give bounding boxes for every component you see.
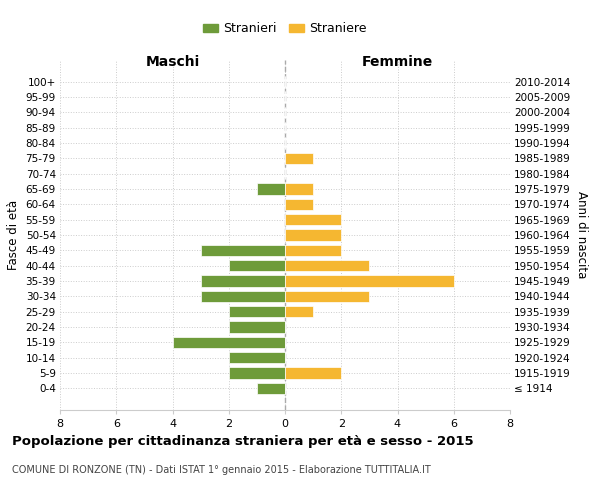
Bar	[200, 290, 285, 302]
Bar	[229, 352, 285, 364]
Bar	[200, 244, 285, 256]
Bar	[285, 183, 313, 194]
Bar	[173, 336, 285, 348]
Bar	[285, 244, 341, 256]
Bar	[285, 290, 370, 302]
Text: Popolazione per cittadinanza straniera per età e sesso - 2015: Popolazione per cittadinanza straniera p…	[12, 435, 473, 448]
Bar	[285, 214, 341, 226]
Bar	[257, 382, 285, 394]
Bar	[229, 260, 285, 272]
Bar	[229, 322, 285, 333]
Bar	[285, 260, 370, 272]
Bar	[285, 276, 454, 287]
Bar	[285, 306, 313, 318]
Bar	[285, 152, 313, 164]
Bar	[285, 229, 341, 241]
Bar	[229, 306, 285, 318]
Bar	[285, 368, 341, 379]
Y-axis label: Anni di nascita: Anni di nascita	[575, 192, 587, 278]
Bar	[229, 368, 285, 379]
Text: Femmine: Femmine	[362, 56, 433, 70]
Bar	[200, 276, 285, 287]
Y-axis label: Fasce di età: Fasce di età	[7, 200, 20, 270]
Text: Maschi: Maschi	[145, 56, 200, 70]
Bar	[257, 183, 285, 194]
Bar	[285, 198, 313, 210]
Legend: Stranieri, Straniere: Stranieri, Straniere	[198, 18, 372, 40]
Text: COMUNE DI RONZONE (TN) - Dati ISTAT 1° gennaio 2015 - Elaborazione TUTTITALIA.IT: COMUNE DI RONZONE (TN) - Dati ISTAT 1° g…	[12, 465, 431, 475]
